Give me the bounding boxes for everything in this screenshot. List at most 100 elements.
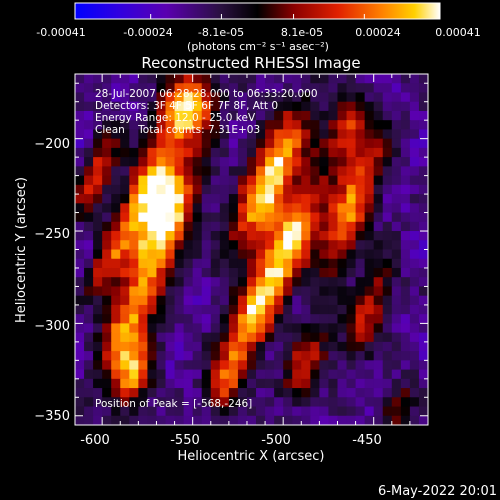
- heatmap-cell: [346, 258, 357, 269]
- heatmap-cell: [75, 147, 85, 158]
- heatmap-cell: [174, 397, 185, 408]
- x-tick-label: -500: [261, 433, 291, 448]
- heatmap-cell: [382, 166, 393, 177]
- heatmap-cell: [228, 231, 239, 241]
- heatmap-cell: [301, 212, 311, 223]
- heatmap-cell: [355, 231, 366, 241]
- heatmap-cell: [183, 351, 194, 361]
- annotation-clean-counts: Clean Total counts: 7.31E+03: [95, 124, 260, 136]
- heatmap-cell: [337, 157, 348, 167]
- heatmap-cell: [319, 304, 330, 315]
- heatmap-cell: [192, 203, 203, 214]
- heatmap-cell: [75, 295, 85, 306]
- heatmap-cell: [147, 406, 158, 417]
- heatmap-cell: [364, 249, 375, 260]
- heatmap-cell: [120, 175, 130, 186]
- heatmap-cell: [418, 378, 428, 389]
- heatmap-cell: [165, 184, 176, 195]
- heatmap-cell: [319, 406, 330, 417]
- heatmap-cell: [120, 341, 130, 352]
- heatmap-cell: [265, 203, 275, 214]
- chart-title: Reconstructed RHESSI Image: [141, 54, 360, 72]
- heatmap-cell: [237, 83, 248, 94]
- heatmap-cell: [129, 110, 139, 121]
- heatmap-cell: [373, 286, 384, 297]
- heatmap-cell: [328, 388, 339, 398]
- heatmap-cell: [409, 212, 420, 223]
- heatmap-cell: [373, 166, 384, 177]
- heatmap-cell: [84, 74, 94, 84]
- heatmap-cell: [256, 406, 266, 417]
- heatmap-cell: [382, 332, 393, 343]
- heatmap-cell: [364, 351, 375, 361]
- heatmap-cell: [364, 378, 375, 389]
- heatmap-cell: [111, 231, 121, 241]
- heatmap-cell: [301, 369, 311, 380]
- heatmap-cell: [165, 397, 176, 408]
- heatmap-cell: [102, 231, 112, 241]
- heatmap-cell: [120, 249, 130, 260]
- heatmap-cell: [192, 351, 203, 361]
- heatmap-cell: [147, 175, 158, 186]
- heatmap-cell: [310, 406, 320, 417]
- heatmap-cell: [174, 295, 185, 306]
- heatmap-cell: [219, 175, 230, 186]
- heatmap-cell: [201, 166, 212, 177]
- heatmap-cell: [102, 277, 112, 288]
- heatmap-cell: [301, 314, 311, 324]
- heatmap-cell: [192, 231, 203, 241]
- heatmap-cell: [346, 304, 357, 315]
- heatmap-cell: [337, 415, 348, 425]
- heatmap-cell: [256, 304, 266, 315]
- heatmap-cell: [274, 101, 284, 112]
- heatmap-cell: [391, 323, 402, 334]
- heatmap-cell: [147, 138, 158, 149]
- heatmap-cell: [120, 110, 130, 121]
- heatmap-cell: [147, 83, 158, 94]
- heatmap-cell: [120, 157, 130, 167]
- heatmap-cell: [129, 351, 139, 361]
- heatmap-cell: [210, 314, 221, 324]
- heatmap-cell: [75, 221, 85, 232]
- heatmap-cell: [246, 231, 257, 241]
- heatmap-cell: [346, 360, 357, 371]
- heatmap-cell: [274, 175, 284, 186]
- heatmap-cell: [328, 221, 339, 232]
- heatmap-cell: [246, 212, 257, 223]
- heatmap-cell: [183, 221, 194, 232]
- heatmap-cell: [301, 147, 311, 158]
- heatmap-cell: [84, 221, 94, 232]
- heatmap-cell: [319, 212, 330, 223]
- heatmap-cell: [219, 129, 230, 140]
- heatmap-cell: [328, 360, 339, 371]
- heatmap-cell: [192, 166, 203, 177]
- heatmap-cell: [165, 212, 176, 223]
- heatmap-cell: [373, 101, 384, 112]
- heatmap-cell: [382, 267, 393, 278]
- heatmap-cell: [409, 231, 420, 241]
- heatmap-cell: [292, 138, 302, 149]
- heatmap-cell: [138, 147, 149, 158]
- heatmap-cell: [265, 92, 275, 103]
- heatmap-cell: [400, 83, 411, 94]
- heatmap-cell: [75, 83, 85, 94]
- heatmap-cell: [156, 415, 167, 425]
- heatmap-cell: [283, 369, 293, 380]
- heatmap-cell: [373, 240, 384, 251]
- heatmap-cell: [129, 369, 139, 380]
- heatmap-cell: [283, 249, 293, 260]
- heatmap-cell: [75, 101, 85, 112]
- heatmap-cell: [310, 415, 320, 425]
- heatmap-cell: [93, 267, 103, 278]
- heatmap-cell: [400, 147, 411, 158]
- heatmap-cell: [228, 249, 239, 260]
- heatmap-cell: [400, 240, 411, 251]
- heatmap-cell: [183, 267, 194, 278]
- heatmap-cell: [373, 388, 384, 398]
- heatmap-cell: [201, 378, 212, 389]
- heatmap-cell: [373, 332, 384, 343]
- heatmap-cell: [409, 323, 420, 334]
- heatmap-cell: [75, 110, 85, 121]
- heatmap-cell: [129, 323, 139, 334]
- heatmap-cell: [156, 194, 167, 204]
